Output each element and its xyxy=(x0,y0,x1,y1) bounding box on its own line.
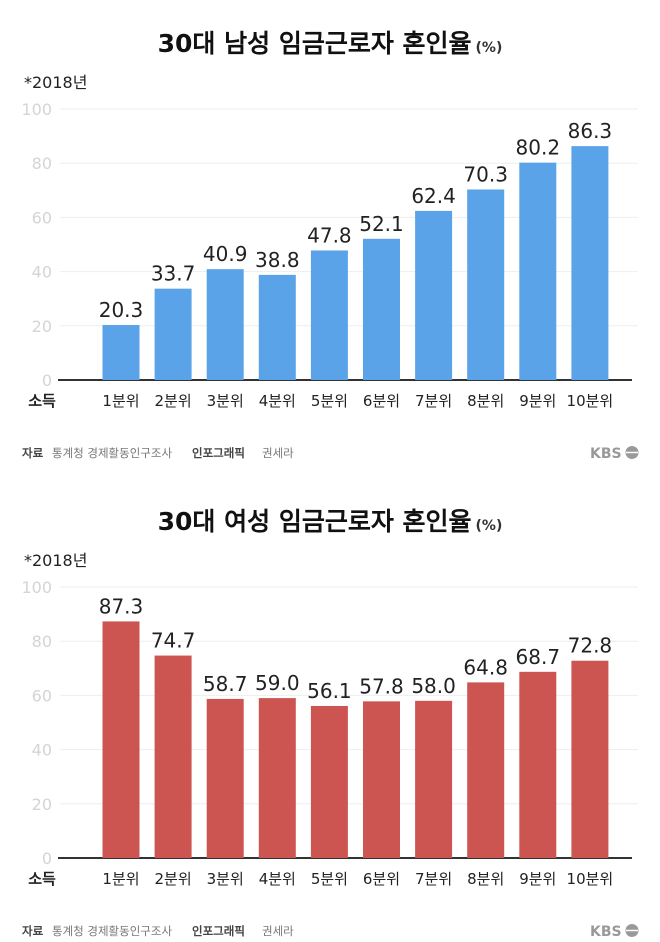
bar-value-label: 68.7 xyxy=(516,645,561,669)
chart-female: 30대 여성 임금근로자 혼인율 (%) *2018년 0 20 40 60 80 100 87.… xyxy=(21,507,639,940)
category-label: 9분위 xyxy=(519,392,556,410)
year-note: *2018년 xyxy=(24,551,87,570)
bar-value-label: 52.1 xyxy=(359,212,404,236)
category-label: 7분위 xyxy=(415,870,452,888)
chart-title: 30대 여성 임금근로자 혼인율 (%) xyxy=(158,507,503,536)
bar-value-label: 72.8 xyxy=(568,634,613,658)
bar-value-label: 87.3 xyxy=(99,594,144,618)
bar xyxy=(519,671,557,858)
y-tick-label: 40 xyxy=(32,741,52,760)
y-tick-label: 80 xyxy=(32,632,52,651)
category-label: 10분위 xyxy=(567,392,614,410)
kbs-logo: KBS xyxy=(590,446,622,462)
y-tick-label: 60 xyxy=(32,208,52,227)
title-text: 30대 여성 임금근로자 혼인율 xyxy=(158,507,472,536)
bar-value-label: 38.8 xyxy=(255,248,300,272)
bar-value-label: 59.0 xyxy=(255,671,300,695)
bar xyxy=(571,146,609,380)
bar-value-label: 70.3 xyxy=(463,162,508,186)
bar xyxy=(258,698,296,858)
source-text: 통계청 경제활동인구조사 xyxy=(52,446,172,460)
credit-label: 인포그래픽 xyxy=(192,446,245,460)
y-tick-label: 60 xyxy=(32,686,52,705)
category-label: 5분위 xyxy=(311,392,348,410)
category-label: 5분위 xyxy=(311,870,348,888)
bar-value-label: 86.3 xyxy=(568,119,613,143)
category-label: 4분위 xyxy=(259,870,296,888)
category-label: 6분위 xyxy=(363,392,400,410)
y-tick-label: 100 xyxy=(21,100,52,119)
bar xyxy=(467,682,505,858)
source-label: 자료 xyxy=(22,924,44,938)
x-axis-label: 소득 xyxy=(28,392,56,410)
category-label: 2분위 xyxy=(155,392,192,410)
year-note: *2018년 xyxy=(24,73,87,92)
bar xyxy=(519,162,557,380)
bar-value-label: 62.4 xyxy=(411,184,456,208)
category-label: 8분위 xyxy=(467,870,504,888)
bar xyxy=(102,324,140,380)
bar-value-label: 57.8 xyxy=(359,674,404,698)
category-label: 9분위 xyxy=(519,870,556,888)
bar-value-label: 56.1 xyxy=(307,679,352,703)
category-label: 3분위 xyxy=(207,392,244,410)
bar-value-label: 20.3 xyxy=(99,298,144,322)
category-label: 1분위 xyxy=(102,392,139,410)
bar xyxy=(363,701,400,858)
category-label: 7분위 xyxy=(415,392,452,410)
bar xyxy=(206,269,244,380)
y-tick-label: 20 xyxy=(32,317,52,336)
bar xyxy=(310,250,348,380)
category-label: 10분위 xyxy=(567,870,614,888)
y-tick-label: 40 xyxy=(32,263,52,282)
bar-value-label: 58.7 xyxy=(203,672,248,696)
chart-male: 30대 남성 임금근로자 혼인율 (%) *2018년 0 20 40 60 80 100 20.… xyxy=(21,29,639,462)
bar xyxy=(415,210,453,380)
category-label: 1분위 xyxy=(102,870,139,888)
credit-label: 인포그래픽 xyxy=(192,924,245,938)
y-tick-label: 20 xyxy=(32,795,52,814)
unit-label: (%) xyxy=(476,518,503,534)
bar xyxy=(154,288,192,380)
bar xyxy=(154,655,192,858)
bar xyxy=(415,700,453,858)
bar xyxy=(310,705,348,858)
bar xyxy=(102,621,140,858)
category-label: 2분위 xyxy=(155,870,192,888)
category-label: 8분위 xyxy=(467,392,504,410)
bar xyxy=(363,238,400,380)
y-tick-label: 80 xyxy=(32,154,52,173)
y-tick-label: 0 xyxy=(42,371,52,390)
y-tick-label: 0 xyxy=(42,849,52,868)
category-label: 4분위 xyxy=(259,392,296,410)
bar-value-label: 40.9 xyxy=(203,242,248,266)
bar-value-label: 47.8 xyxy=(307,223,352,247)
source-label: 자료 xyxy=(22,446,44,460)
chart-title: 30대 남성 임금근로자 혼인율 (%) xyxy=(158,29,503,58)
bar xyxy=(206,698,244,858)
bar xyxy=(258,274,296,380)
unit-label: (%) xyxy=(476,40,503,56)
bar-value-label: 58.0 xyxy=(411,674,456,698)
bar-value-label: 64.8 xyxy=(463,655,508,679)
y-tick-label: 100 xyxy=(21,578,52,597)
bar xyxy=(571,660,609,858)
bar-value-label: 80.2 xyxy=(516,136,561,160)
category-label: 3분위 xyxy=(207,870,244,888)
source-text: 통계청 경제활동인구조사 xyxy=(52,924,172,938)
bar xyxy=(467,189,505,380)
bar-value-label: 33.7 xyxy=(151,262,196,286)
kbs-logo: KBS xyxy=(590,924,622,940)
credit-text: 권세라 xyxy=(262,446,294,460)
x-axis-label: 소득 xyxy=(28,870,56,888)
bar-value-label: 74.7 xyxy=(151,629,196,653)
credit-text: 권세라 xyxy=(262,924,294,938)
category-label: 6분위 xyxy=(363,870,400,888)
title-text: 30대 남성 임금근로자 혼인율 xyxy=(158,29,472,58)
